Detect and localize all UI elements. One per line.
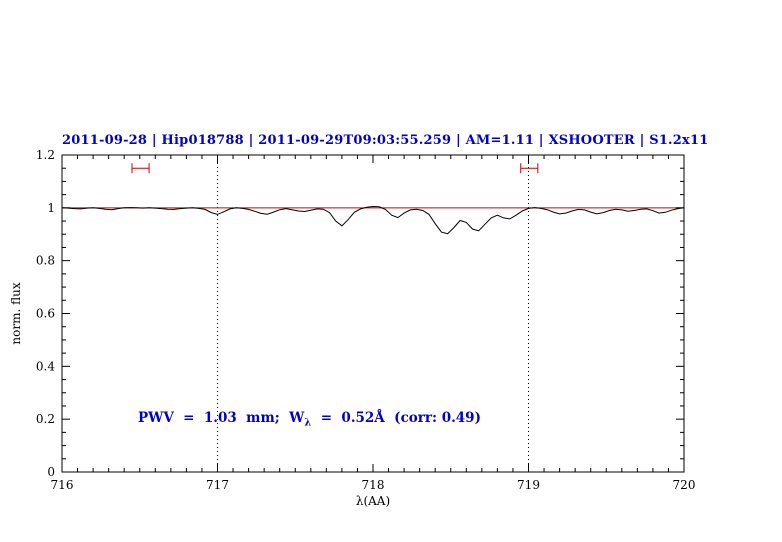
y-tick-label: 0 (47, 465, 55, 479)
plot-content (61, 155, 685, 472)
plot-title: 2011-09-28 | Hip018788 | 2011-09-29T09:0… (62, 133, 709, 148)
y-tick-label: 1 (47, 201, 55, 215)
y-tick-label: 0.2 (36, 412, 55, 426)
x-axis-label: λ(AA) (356, 494, 390, 508)
x-tick-label: 716 (51, 478, 74, 492)
x-tick-label: 718 (362, 478, 385, 492)
axis-tick-labels: 716 717 718 719 720 0 0.2 0.4 0.6 0.8 1 1.2 (36, 148, 696, 492)
y-tick-label: 0.6 (36, 307, 55, 321)
y-tick-label: 0.8 (36, 254, 55, 268)
pwv-annotation-part2: = 0.52Å (corr: 0.49) (311, 410, 481, 426)
y-tick-label: 1.2 (36, 148, 55, 162)
x-tick-label: 719 (517, 478, 540, 492)
y-axis-label: norm. flux (9, 282, 23, 344)
x-tick-label: 720 (673, 478, 696, 492)
pwv-annotation: PWV = 1.03 mm; Wλ = 0.52Å (corr: 0.49) (138, 410, 481, 429)
plot-border (61, 154, 685, 473)
pwv-annotation-lambda-subscript: λ (304, 417, 312, 429)
y-tick-label: 0.4 (36, 359, 55, 373)
pwv-annotation-part1: PWV = 1.03 mm; W (138, 410, 305, 426)
spectrum-line (61, 205, 685, 235)
x-tick-label: 717 (206, 478, 229, 492)
